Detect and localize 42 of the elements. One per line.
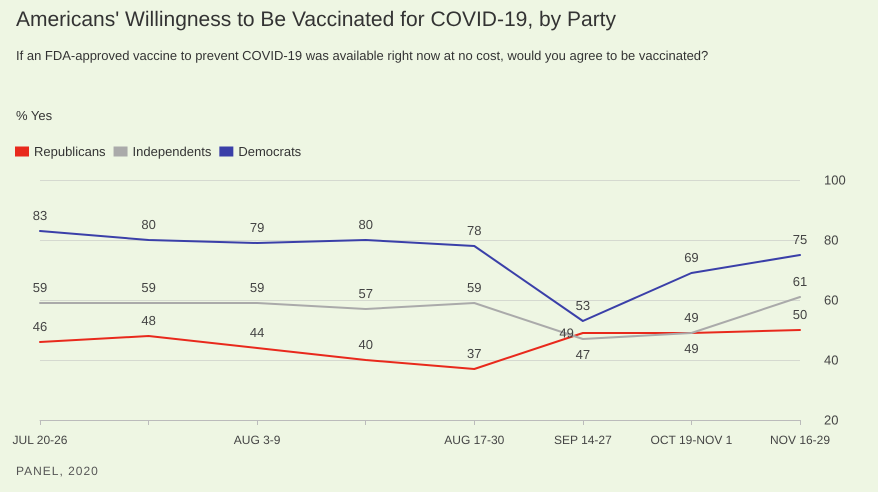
x-tick-label: AUG 17-30 (444, 433, 505, 447)
data-label: 59 (32, 280, 48, 295)
data-label: 53 (576, 298, 590, 313)
data-label: 44 (250, 325, 264, 340)
y-tick-label: 100 (824, 172, 846, 188)
data-label: 59 (467, 280, 482, 295)
data-label: 59 (250, 280, 264, 295)
chart-title: Americans' Willingness to Be Vaccinated for COVID-19, by Party (16, 8, 616, 32)
data-label: 80 (358, 217, 373, 232)
data-label: 75 (792, 232, 808, 247)
chart-subtitle: If an FDA-approved vaccine to prevent COVID-19 was available right now at no cost, would you agree to be vaccinated? (16, 47, 710, 65)
x-tick-label: NOV 16-29 (770, 433, 830, 447)
data-label: 47 (576, 347, 590, 362)
data-label: 83 (32, 208, 48, 223)
legend-label: Independents (132, 144, 212, 159)
data-label: 69 (684, 250, 699, 265)
data-label: 49 (684, 310, 699, 325)
data-label: 50 (792, 307, 808, 322)
data-label: 49 (684, 341, 699, 356)
y-tick-label: 80 (824, 232, 838, 248)
data-label: 49 (559, 326, 574, 340)
data-label: 40 (358, 337, 373, 352)
legend-label: Republicans (34, 144, 106, 159)
data-label: 79 (250, 220, 264, 235)
y-tick-label: 60 (824, 292, 838, 308)
data-label: 78 (467, 223, 482, 238)
data-label: 59 (141, 280, 156, 295)
x-tick-label: SEP 14-27 (554, 433, 612, 447)
y-axis-title: % Yes (16, 108, 52, 123)
text: PANEL, 2020 (16, 464, 99, 478)
y-tick-label: 20 (824, 412, 838, 428)
legend-label: Democrats (238, 144, 302, 159)
data-label: 46 (32, 319, 48, 334)
x-tick-label: OCT 19-NOV 1 (650, 433, 733, 447)
data-label: 61 (792, 274, 808, 289)
data-label: 48 (141, 313, 156, 328)
data-label: 57 (358, 286, 373, 301)
data-label: 37 (467, 346, 482, 361)
y-tick-label: 40 (824, 352, 838, 368)
x-tick-label: AUG 3-9 (234, 433, 281, 447)
x-tick-label: JUL 20-26 (12, 433, 68, 447)
data-label: 80 (141, 217, 156, 232)
